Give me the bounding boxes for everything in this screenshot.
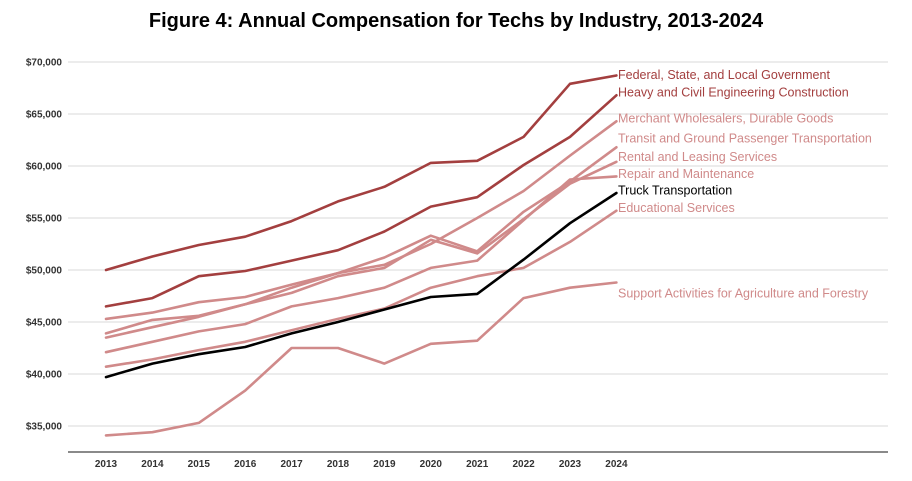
series-label: Heavy and Civil Engineering Construction <box>618 86 849 100</box>
series-label: Educational Services <box>618 201 735 215</box>
series-label: Repair and Maintenance <box>618 167 754 181</box>
x-tick-label: 2016 <box>234 459 257 470</box>
x-tick-label: 2017 <box>280 459 303 470</box>
y-axis-ticks: $35,000 $40,000 $45,000 $50,000 $55,000 $60,0… <box>26 58 63 433</box>
y-tick-label: $45,000 <box>26 318 63 329</box>
series-label: Rental and Leasing Services <box>618 150 777 164</box>
x-tick-label: 2020 <box>420 459 443 470</box>
series-line <box>104 209 618 369</box>
y-tick-label: $60,000 <box>26 162 63 173</box>
chart-title: Figure 4: Annual Compensation for Techs … <box>148 10 764 32</box>
series-line <box>104 120 618 321</box>
series-lines <box>104 74 618 437</box>
series-line <box>104 146 618 335</box>
series-label: Truck Transportation <box>618 183 732 197</box>
series-line <box>104 175 618 354</box>
series-line <box>104 74 618 272</box>
x-tick-label: 2024 <box>605 459 628 470</box>
x-axis-ticks: 2013 2014 2015 2016 2017 2018 2019 2020 2021 2022… <box>95 459 628 470</box>
y-tick-label: $35,000 <box>26 422 63 433</box>
y-tick-label: $65,000 <box>26 110 63 121</box>
series-labels: Federal, State, and Local Government Heav… <box>618 68 872 300</box>
x-tick-label: 2013 <box>95 459 118 470</box>
x-tick-label: 2015 <box>188 459 211 470</box>
y-tick-label: $50,000 <box>26 266 63 277</box>
series-label: Transit and Ground Passenger Transportat… <box>618 131 872 145</box>
y-tick-label: $40,000 <box>26 370 63 381</box>
x-tick-label: 2019 <box>373 459 396 470</box>
series-line <box>104 281 618 437</box>
x-tick-label: 2021 <box>466 459 489 470</box>
series-line <box>104 191 618 379</box>
series-label: Federal, State, and Local Government <box>618 68 830 82</box>
series-label: Support Activities for Agriculture and F… <box>618 286 869 300</box>
y-tick-label: $70,000 <box>26 58 63 69</box>
x-tick-label: 2018 <box>327 459 350 470</box>
series-label: Merchant Wholesalers, Durable Goods <box>618 112 833 126</box>
x-tick-label: 2014 <box>141 459 164 470</box>
x-tick-label: 2022 <box>512 459 535 470</box>
series-line <box>104 94 618 308</box>
x-tick-label: 2023 <box>559 459 582 470</box>
y-tick-label: $55,000 <box>26 214 63 225</box>
